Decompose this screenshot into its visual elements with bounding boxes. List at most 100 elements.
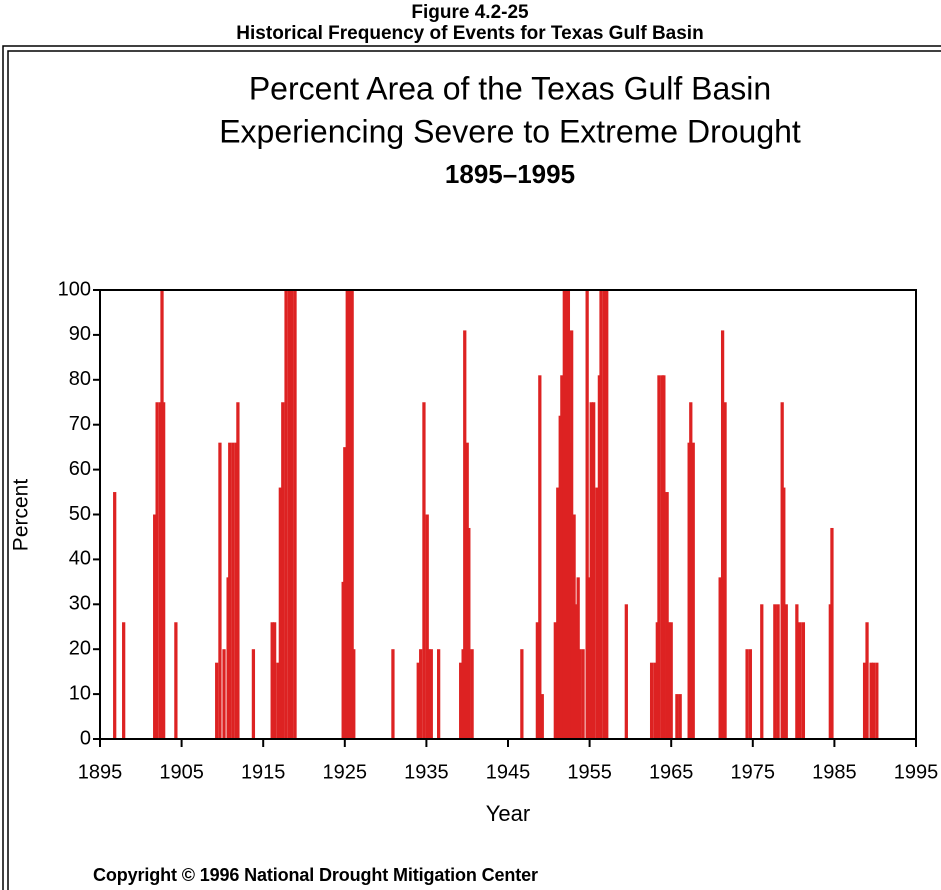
bar <box>830 527 834 739</box>
bar <box>760 604 764 739</box>
bar <box>597 375 602 739</box>
bar <box>215 662 219 739</box>
bar <box>798 622 802 739</box>
bar <box>153 514 157 739</box>
bar <box>155 402 159 739</box>
bar <box>801 622 806 739</box>
bar <box>723 402 727 739</box>
figure-number: Figure 4.2-25 <box>411 2 529 23</box>
bar <box>828 604 832 739</box>
bar <box>429 649 433 739</box>
bar <box>113 492 117 739</box>
bar <box>422 402 426 739</box>
bar <box>287 290 291 739</box>
bar <box>427 649 431 739</box>
y-tick-label: 20 <box>69 637 91 659</box>
bar <box>581 649 585 739</box>
x-tick-label: 1915 <box>241 761 286 783</box>
bar <box>678 694 682 739</box>
bar <box>463 330 467 739</box>
bar <box>720 330 725 739</box>
bar <box>290 290 294 739</box>
bar <box>865 622 869 739</box>
bar <box>272 622 277 739</box>
footer: Copyright © 1996 National Drought Mitiga… <box>93 865 538 885</box>
bar <box>560 375 564 739</box>
bar <box>562 290 566 739</box>
y-tick-label: 100 <box>58 278 91 300</box>
bar <box>276 662 280 739</box>
x-tick-label: 1985 <box>812 761 857 783</box>
y-axis-label: Percent <box>10 479 33 552</box>
bar <box>419 649 423 739</box>
bar <box>459 662 463 739</box>
bar <box>605 290 609 739</box>
figure-caption: Historical Frequency of Events for Texas… <box>236 23 703 44</box>
bar <box>675 694 679 739</box>
bar <box>270 622 274 739</box>
bar <box>343 447 347 739</box>
x-tick-label: 1965 <box>649 761 694 783</box>
bar <box>875 662 879 739</box>
bar <box>776 604 780 739</box>
x-tick-label: 1905 <box>159 761 204 783</box>
bar <box>595 487 599 739</box>
bar <box>574 604 578 739</box>
bar <box>348 290 352 739</box>
chart-subtitle: Experiencing Severe to Extreme Drought <box>219 113 801 149</box>
x-tick-label: 1925 <box>323 761 368 783</box>
x-axis-label: Year <box>486 801 530 826</box>
bar <box>564 290 568 739</box>
bar <box>345 290 349 739</box>
y-tick-label: 70 <box>69 413 91 435</box>
bar <box>662 375 666 739</box>
bar <box>795 604 799 739</box>
bar <box>540 694 544 739</box>
x-tick-label: 1975 <box>731 761 776 783</box>
y-tick-label: 60 <box>69 458 91 480</box>
y-tick-label: 0 <box>80 727 91 749</box>
bar <box>773 604 777 739</box>
bar <box>599 290 603 739</box>
bar <box>665 492 669 739</box>
bar <box>667 622 671 739</box>
bar <box>222 649 226 739</box>
bar <box>784 604 788 739</box>
bar <box>657 375 661 739</box>
bar <box>869 662 873 739</box>
bar <box>748 649 752 739</box>
bar <box>425 514 429 739</box>
bar <box>649 662 654 739</box>
bar <box>231 442 235 739</box>
bar <box>556 487 560 739</box>
x-tick-label: 1955 <box>567 761 612 783</box>
bar <box>122 622 126 739</box>
chart-title: Percent Area of the Texas Gulf Basin <box>249 70 771 106</box>
bar <box>538 375 542 739</box>
bar <box>218 442 222 739</box>
bar <box>470 649 474 739</box>
y-tick-label: 50 <box>69 503 91 525</box>
bar <box>162 402 166 739</box>
x-tick-label: 1995 <box>894 761 939 783</box>
bar <box>467 527 471 739</box>
x-tick-label: 1935 <box>404 761 449 783</box>
bar <box>251 649 256 739</box>
bar <box>871 662 876 739</box>
y-tick-label: 10 <box>69 682 91 704</box>
chart-period: 1895–1995 <box>445 159 575 189</box>
bar <box>592 402 596 739</box>
bar <box>228 442 232 739</box>
bar <box>281 402 285 739</box>
x-tick-label: 1895 <box>78 761 123 783</box>
bar <box>236 402 240 739</box>
bar <box>669 622 673 739</box>
bar <box>174 622 178 739</box>
bar <box>602 290 606 739</box>
bar <box>718 577 722 739</box>
y-tick-label: 90 <box>69 323 91 345</box>
y-tick-label: 80 <box>69 368 91 390</box>
bar <box>745 649 749 739</box>
